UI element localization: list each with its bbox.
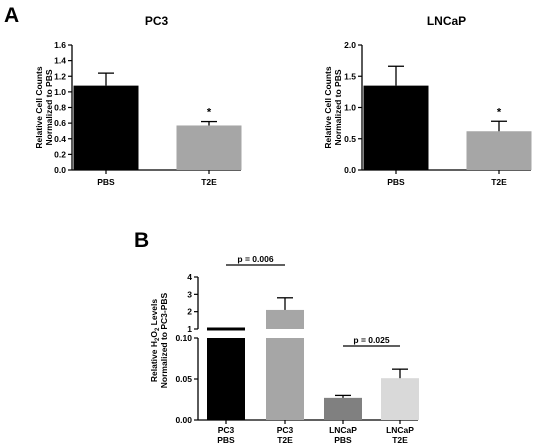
h2o2-p-value-label: p = 0.006	[237, 254, 273, 264]
pc3-category-label: T2E	[201, 177, 217, 187]
pc3-category-label: PBS	[97, 177, 115, 187]
lncap-ylabel: Relative Cell Counts	[323, 66, 333, 148]
pc3-significance-star: *	[207, 107, 212, 119]
pc3-bar-t2e	[176, 125, 242, 170]
lncap-category-label: PBS	[387, 177, 405, 187]
h2o2-ytick-label-upper: 1	[187, 324, 192, 334]
pc3-ytick-label: 0.2	[54, 149, 66, 159]
pc3-ylabel: Relative Cell Counts	[34, 66, 44, 148]
h2o2-bar-pc3-t2e-lower	[266, 338, 304, 420]
h2o2-bar-lncap-pbs	[324, 397, 362, 420]
pc3-ytick-label: 0.8	[54, 103, 66, 113]
lncap-ytick-label: 1.0	[344, 103, 356, 113]
chart-lncap-cell-counts: LNCaP 0.0 0.5 1.0 1.5 2.0 Relative Cell Counts…	[323, 14, 532, 187]
lncap-title: LNCaP	[427, 14, 466, 28]
h2o2-bar-pc3-pbs-lower	[207, 338, 245, 420]
pc3-bar-pbs	[73, 85, 139, 170]
pc3-ytick-label: 0.0	[54, 165, 66, 175]
h2o2-ytick-label-upper: 4	[187, 272, 192, 282]
chart-pc3-cell-counts: PC3 0.0 0.2 0.4 0.6 0.8 1.0 1.2 1.4 1.6 Relative C…	[34, 14, 242, 187]
pc3-title: PC3	[145, 14, 169, 28]
lncap-ytick-label: 0.0	[344, 165, 356, 175]
pc3-ytick-label: 0.6	[54, 118, 66, 128]
pc3-ytick-label: 1.6	[54, 40, 66, 50]
lncap-bar-t2e	[466, 131, 532, 170]
h2o2-category-label-line2: PBS	[334, 435, 352, 445]
pc3-ytick-label: 1.0	[54, 87, 66, 97]
h2o2-ytick-label-upper: 2	[187, 307, 192, 317]
h2o2-category-label-line1: PC3	[277, 425, 294, 435]
panel-label-b: B	[134, 229, 149, 252]
pc3-ylabel: Normalized to PBS	[44, 69, 54, 145]
h2o2-category-label-line2: PBS	[217, 435, 235, 445]
h2o2-ylabel-line1: Relative H2O2 Levels	[149, 299, 161, 383]
lncap-ylabel: Normalized to PBS	[333, 69, 343, 145]
h2o2-ytick-label-lower: 0.10	[175, 333, 192, 343]
pc3-ytick-label: 0.4	[54, 134, 66, 144]
h2o2-ylabel-line2: Normalized to PC3-PBS	[159, 292, 169, 388]
lncap-significance-star: *	[497, 106, 502, 118]
h2o2-bar-lncap-t2e	[381, 378, 419, 420]
lncap-ytick-label: 2.0	[344, 40, 356, 50]
h2o2-category-label-line2: T2E	[277, 435, 293, 445]
lncap-ytick-label: 0.5	[344, 134, 356, 144]
h2o2-p-value-label: p = 0.025	[353, 335, 389, 345]
h2o2-bar-pc3-t2e-upper	[266, 309, 304, 329]
h2o2-category-label-line2: T2E	[392, 435, 408, 445]
lncap-category-label: T2E	[491, 177, 507, 187]
h2o2-bar-pc3-pbs-upper	[207, 327, 245, 331]
h2o2-category-label-line1: LNCaP	[386, 425, 414, 435]
h2o2-ytick-label-upper: 3	[187, 289, 192, 299]
pc3-ytick-label: 1.4	[54, 56, 66, 66]
chart-h2o2-levels: 1 2 3 4 0.00 0.05 0.10 Relative H2O2 Levels Norm…	[149, 254, 419, 445]
h2o2-ytick-label-lower: 0.00	[175, 415, 192, 425]
lncap-ytick-label: 1.5	[344, 71, 356, 81]
panel-label-a: A	[4, 4, 19, 27]
h2o2-category-label-line1: PC3	[218, 425, 235, 435]
lncap-bar-pbs	[363, 85, 429, 170]
pc3-ytick-label: 1.2	[54, 71, 66, 81]
h2o2-category-label-line1: LNCaP	[329, 425, 357, 435]
h2o2-ytick-label-lower: 0.05	[175, 374, 192, 384]
